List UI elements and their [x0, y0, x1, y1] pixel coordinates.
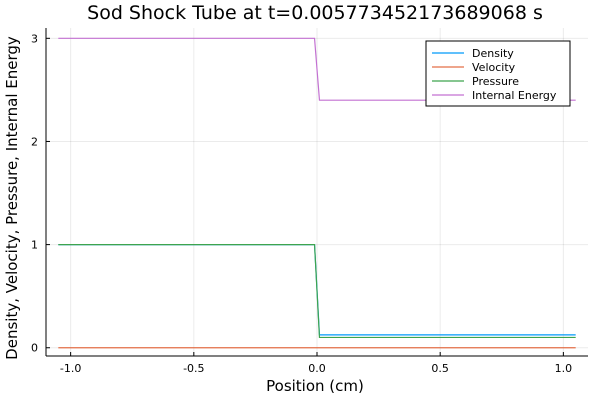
series-line-pressure [58, 244, 576, 339]
legend-label: Pressure [472, 75, 519, 88]
x-tick-label: 1.0 [555, 362, 573, 375]
y-axis-label: Density, Velocity, Pressure, Internal En… [3, 36, 21, 360]
ticks: -1.0 -0.5 0.0 0.5 1.0 0 1 2 3 [31, 32, 572, 375]
x-tick-label: -1.0 [60, 362, 81, 375]
legend-label: Density [472, 47, 514, 60]
x-axis-label: Position (cm) [266, 377, 364, 395]
legend-label: Velocity [472, 61, 516, 74]
x-tick-label: 0.5 [431, 362, 449, 375]
y-tick-label: 3 [31, 32, 38, 45]
x-tick-label: -0.5 [183, 362, 204, 375]
y-tick-label: 1 [31, 239, 38, 252]
x-tick-label: 0.0 [308, 362, 326, 375]
y-tick-label: 0 [31, 342, 38, 355]
chart-title: Sod Shock Tube at t=0.005773452173689068… [87, 2, 543, 24]
y-tick-label: 2 [31, 135, 38, 148]
legend-label: Internal Energy [472, 89, 557, 102]
